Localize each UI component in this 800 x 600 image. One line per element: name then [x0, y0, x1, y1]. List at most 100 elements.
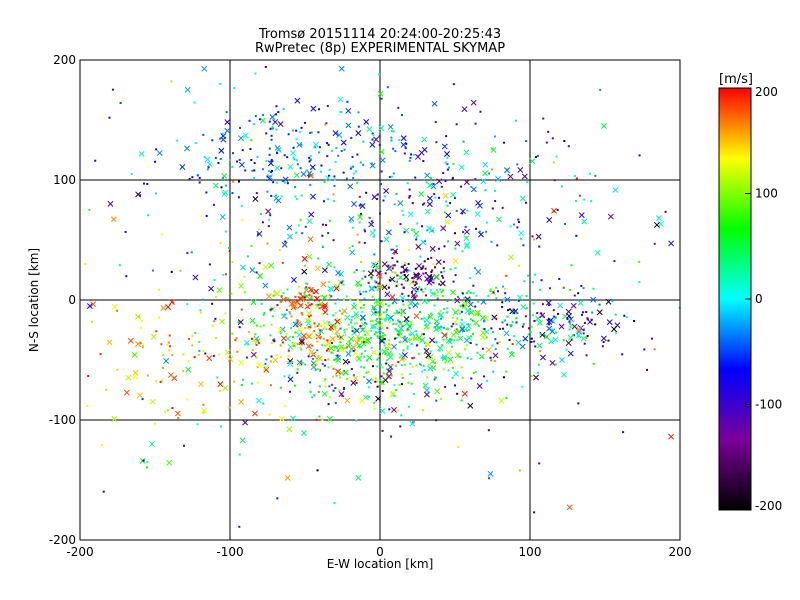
scatter-point	[355, 280, 361, 286]
scatter-point	[332, 337, 335, 340]
scatter-point	[358, 290, 361, 293]
scatter-point	[341, 312, 344, 315]
scatter-point	[538, 245, 541, 248]
scatter-point	[475, 227, 478, 230]
scatter-point	[376, 198, 379, 201]
scatter-point	[355, 355, 362, 362]
scatter-point	[279, 289, 282, 292]
scatter-point	[402, 303, 405, 306]
scatter-point	[338, 65, 345, 72]
scatter-point	[296, 371, 299, 374]
scatter-point	[475, 294, 478, 297]
scatter-point	[606, 319, 613, 326]
scatter-point	[345, 107, 352, 114]
scatter-point	[344, 333, 347, 336]
scatter-point	[430, 256, 433, 259]
scatter-point	[392, 172, 395, 175]
scatter-point	[411, 277, 414, 280]
scatter-point	[534, 273, 537, 276]
scatter-point	[516, 294, 523, 301]
scatter-point	[191, 334, 194, 337]
scatter-point	[409, 420, 416, 427]
scatter-point	[202, 133, 205, 136]
scatter-point	[328, 286, 335, 293]
scatter-point	[559, 357, 565, 363]
scatter-point	[396, 329, 403, 335]
scatter-point	[566, 313, 572, 319]
scatter-point	[139, 326, 142, 329]
scatter-point	[450, 325, 453, 328]
scatter-point	[290, 150, 297, 157]
scatter-point	[179, 269, 182, 272]
scatter-point	[577, 299, 584, 306]
scatter-point	[134, 313, 141, 320]
scatter-point	[394, 280, 397, 283]
scatter-point	[317, 354, 320, 357]
scatter-point	[400, 314, 403, 317]
scatter-point	[475, 343, 478, 346]
scatter-point	[285, 333, 288, 336]
scatter-point	[517, 218, 520, 221]
scatter-point	[496, 216, 502, 223]
scatter-point	[409, 330, 416, 337]
scatter-point	[325, 339, 331, 346]
scatter-point	[380, 183, 383, 186]
scatter-point	[363, 118, 370, 125]
scatter-point	[359, 336, 362, 339]
scatter-point	[317, 303, 320, 306]
scatter-point	[395, 251, 398, 254]
scatter-point	[539, 354, 546, 361]
scatter-point	[365, 371, 368, 374]
scatter-point	[198, 381, 204, 388]
scatter-point	[509, 324, 512, 327]
scatter-point	[385, 317, 388, 320]
scatter-point	[454, 320, 457, 323]
scatter-point	[367, 281, 370, 284]
scatter-point	[518, 469, 521, 472]
scatter-point	[337, 154, 340, 157]
colorbar-tick-label: 200	[755, 85, 778, 99]
scatter-point	[229, 158, 232, 161]
scatter-point	[353, 172, 356, 175]
scatter-point	[420, 239, 427, 246]
scatter-point	[269, 384, 272, 387]
scatter-point	[434, 266, 437, 269]
scatter-point	[240, 308, 243, 311]
scatter-point	[565, 340, 572, 346]
scatter-point	[451, 177, 454, 180]
scatter-point	[435, 289, 438, 292]
scatter-point	[391, 406, 397, 413]
scatter-point	[457, 309, 460, 312]
scatter-point	[370, 162, 373, 165]
scatter-point	[410, 292, 417, 299]
scatter-point	[326, 261, 332, 268]
scatter-point	[321, 304, 328, 311]
scatter-point	[444, 218, 451, 225]
scatter-point	[387, 124, 394, 130]
scatter-point	[445, 212, 452, 219]
scatter-point	[376, 193, 379, 196]
scatter-point	[400, 265, 403, 268]
scatter-point	[380, 170, 383, 173]
scatter-point	[305, 169, 308, 172]
scatter-point	[84, 262, 87, 265]
scatter-point	[255, 343, 258, 346]
scatter-point	[141, 398, 144, 401]
scatter-point	[563, 140, 566, 143]
scatter-point	[343, 328, 346, 331]
scatter-point	[214, 317, 217, 320]
scatter-point	[142, 344, 145, 347]
scatter-point	[291, 341, 294, 344]
scatter-point	[338, 346, 345, 353]
scatter-point	[482, 161, 489, 168]
scatter-point	[390, 175, 393, 178]
scatter-point	[344, 397, 351, 404]
scatter-point	[435, 399, 438, 402]
scatter-point	[573, 334, 576, 337]
scatter-point	[434, 376, 437, 379]
scatter-point	[309, 154, 312, 157]
scatter-point	[452, 162, 455, 165]
scatter-point	[272, 357, 279, 364]
scatter-point	[303, 296, 306, 299]
scatter-point	[621, 353, 624, 356]
